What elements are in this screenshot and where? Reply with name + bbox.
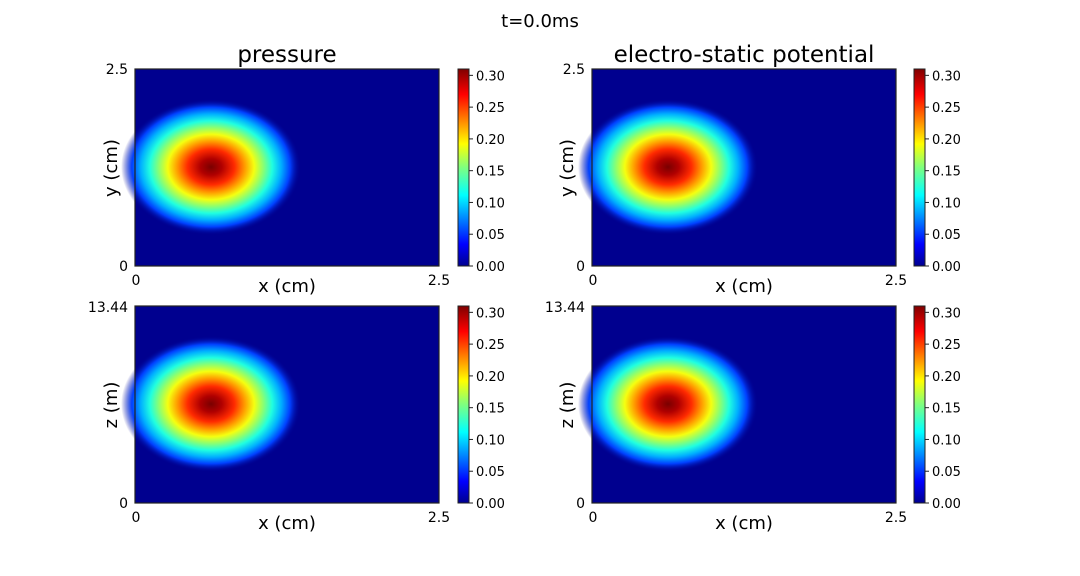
y-tick-label: 0 — [576, 259, 585, 275]
y-tick-label: 2.5 — [106, 62, 128, 78]
colorbar-tick-label: 0.10 — [476, 196, 505, 211]
panel-title: electro-static potential — [614, 42, 875, 68]
colorbar-tick-label: 0.20 — [476, 133, 505, 148]
x-tick-label: 0 — [132, 273, 141, 289]
y-tick-label: 0 — [576, 496, 585, 512]
colorbar: 0.00 0.05 0.10 0.15 0.20 0.25 0.30 — [913, 68, 961, 275]
x-axis-label: x (cm) — [258, 513, 316, 534]
heatmap-blob — [578, 336, 758, 472]
x-axis-label: x (cm) — [715, 276, 773, 297]
colorbar-tick-label: 0.30 — [932, 69, 961, 84]
y-tick-label: 2.5 — [563, 62, 585, 78]
colorbar-tick-label: 0.25 — [476, 338, 505, 353]
colorbar-tick-label: 0.15 — [932, 165, 961, 180]
colorbar-tick-label: 0.00 — [932, 260, 961, 275]
panel-potential-xy: electro-static potential 2.5 0 0 2.5 x (… — [557, 42, 961, 297]
colorbar-tick-label: 0.20 — [476, 370, 505, 385]
colorbar-tick-label: 0.25 — [932, 338, 961, 353]
panel-title: pressure — [237, 42, 336, 68]
colorbar-tick-label: 0.10 — [932, 433, 961, 448]
colorbar-tick-label: 0.10 — [932, 196, 961, 211]
colorbar-gradient — [457, 68, 470, 267]
colorbar-tick-label: 0.00 — [932, 497, 961, 512]
colorbar-tick-label: 0.05 — [932, 228, 961, 243]
plot-frame — [134, 305, 440, 504]
panel-pressure-xy: pressure 2.5 0 0 2.5 x (cm) y (cm) 0.000… — [101, 42, 505, 297]
x-axis-label: x (cm) — [715, 513, 773, 534]
y-axis-label: z (m) — [101, 382, 122, 429]
colorbar-tick-label: 0.15 — [476, 402, 505, 417]
y-tick-label: 13.44 — [88, 300, 128, 316]
plot-frame — [134, 68, 440, 267]
x-tick-label: 0 — [589, 273, 598, 289]
y-axis-label: z (m) — [557, 382, 578, 429]
y-axis-label: y (cm) — [101, 139, 122, 197]
colorbar-tick-label: 0.30 — [476, 69, 505, 84]
panel-pressure-xz: 13.44 0 0 2.5 x (cm) z (m) 0.000.050.100… — [88, 300, 505, 534]
plot-frame — [591, 305, 897, 504]
x-tick-label: 2.5 — [428, 510, 450, 526]
plot-frame — [591, 68, 897, 267]
colorbar-tick-label: 0.15 — [476, 165, 505, 180]
colorbar-tick-label: 0.10 — [476, 433, 505, 448]
colorbar-tick-label: 0.25 — [476, 101, 505, 116]
x-axis-label: x (cm) — [258, 276, 316, 297]
colorbar-tick-label: 0.00 — [476, 497, 505, 512]
x-tick-label: 2.5 — [428, 273, 450, 289]
colorbar-gradient — [457, 305, 470, 504]
colorbar-tick-label: 0.30 — [476, 306, 505, 321]
colorbar-gradient — [913, 68, 926, 267]
heatmap-blob — [121, 99, 301, 235]
y-tick-label: 0 — [119, 496, 128, 512]
heatmap-blob — [578, 99, 758, 235]
x-tick-label: 2.5 — [885, 273, 907, 289]
colorbar: 0.00 0.05 0.10 0.15 0.20 0.25 0.30 — [913, 305, 961, 512]
figure-suptitle: t=0.0ms — [501, 11, 579, 32]
x-tick-label: 2.5 — [885, 510, 907, 526]
colorbar-tick-label: 0.30 — [932, 306, 961, 321]
colorbar-tick-label: 0.05 — [932, 465, 961, 480]
colorbar-tick-label: 0.20 — [932, 133, 961, 148]
colorbar: 0.00 0.05 0.10 0.15 0.20 0.25 0.30 — [457, 68, 505, 275]
y-tick-label: 0 — [119, 259, 128, 275]
colorbar-gradient — [913, 305, 926, 504]
colorbar-tick-label: 0.05 — [476, 228, 505, 243]
colorbar-tick-label: 0.25 — [932, 101, 961, 116]
colorbar-tick-label: 0.05 — [476, 465, 505, 480]
x-tick-label: 0 — [589, 510, 598, 526]
colorbar: 0.00 0.05 0.10 0.15 0.20 0.25 0.30 — [457, 305, 505, 512]
heatmap-blob — [121, 336, 301, 472]
colorbar-tick-label: 0.20 — [932, 370, 961, 385]
x-tick-label: 0 — [132, 510, 141, 526]
colorbar-tick-label: 0.15 — [932, 402, 961, 417]
colorbar-tick-label: 0.00 — [476, 260, 505, 275]
y-axis-label: y (cm) — [557, 139, 578, 197]
y-tick-label: 13.44 — [545, 300, 585, 316]
panel-potential-xz: 13.44 0 0 2.5 x (cm) z (m) 0.000.050.100… — [545, 300, 961, 534]
